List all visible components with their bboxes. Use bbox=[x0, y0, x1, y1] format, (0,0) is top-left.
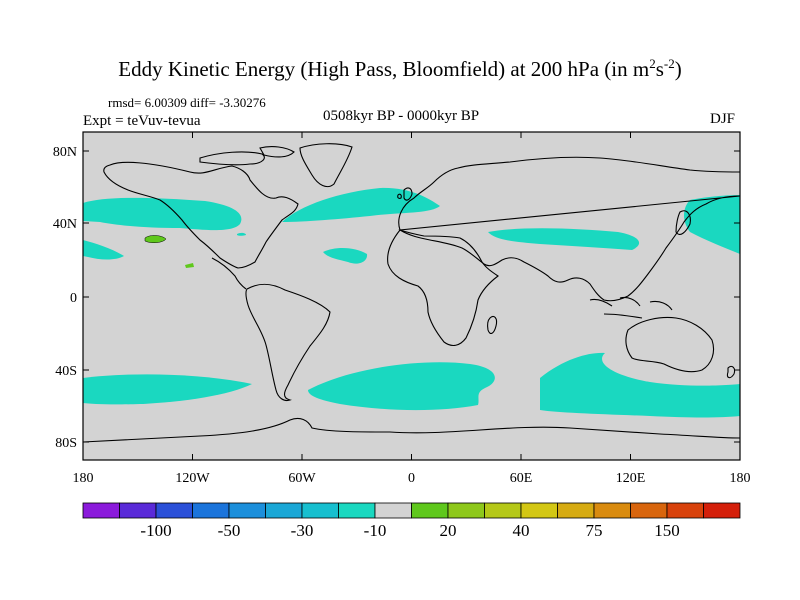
coastline-north-america bbox=[103, 161, 299, 269]
colorbar-swatch bbox=[666, 502, 704, 519]
colorbar-swatch bbox=[338, 502, 376, 519]
positive-anomaly-patch bbox=[144, 235, 167, 243]
coastline-new-zealand bbox=[726, 365, 736, 379]
anomaly-patch-asian-jet bbox=[488, 228, 640, 250]
coastline-madagascar bbox=[487, 315, 498, 335]
coastline-antarctica bbox=[83, 417, 740, 443]
anomaly-patch-south-pacific bbox=[83, 374, 252, 405]
lat-tick-label: 80N bbox=[53, 145, 77, 160]
coastline-africa bbox=[387, 229, 499, 347]
title-close: ) bbox=[674, 57, 682, 81]
colorbar-swatch bbox=[411, 502, 449, 519]
latitude-axis: 80N 40N 0 40S 80S bbox=[53, 145, 740, 451]
lon-tick-label: 0 bbox=[408, 471, 415, 486]
coastline-british-isles bbox=[397, 187, 413, 201]
colorbar-label: 20 bbox=[440, 521, 457, 540]
colorbar-label: -10 bbox=[364, 521, 387, 540]
positive-anomaly-patch bbox=[185, 263, 194, 268]
lat-tick-label: 40N bbox=[53, 217, 77, 232]
colorbar-swatch bbox=[557, 502, 595, 519]
title-unit: s bbox=[655, 57, 664, 81]
coastline-japan bbox=[675, 210, 691, 235]
title-exponent-1: 2 bbox=[649, 56, 656, 71]
coastline-australia bbox=[625, 316, 715, 373]
colorbar-swatch bbox=[301, 502, 339, 519]
season-label: DJF bbox=[710, 111, 736, 127]
colorbar-swatch bbox=[192, 502, 230, 519]
colorbar-swatch bbox=[265, 502, 303, 519]
stats-line: rmsd= 6.00309 diff= -3.30276 bbox=[108, 95, 266, 110]
coastline-central-america bbox=[211, 257, 247, 290]
lon-tick-label: 60W bbox=[288, 471, 316, 486]
negative-anomaly-patches bbox=[83, 187, 740, 418]
colorbar-swatch bbox=[82, 502, 120, 519]
title-exponent-2: -2 bbox=[663, 56, 675, 71]
experiment-label: Expt = teVuv-tevua bbox=[83, 113, 201, 129]
colorbar-swatch bbox=[703, 502, 741, 519]
lon-tick-label: 120E bbox=[616, 471, 646, 486]
colorbar-label: -30 bbox=[291, 521, 314, 540]
anomaly-patch-northwest-pacific bbox=[684, 195, 740, 254]
title-text: Eddy Kinetic Energy (High Pass, Bloomfie… bbox=[118, 57, 650, 81]
colorbar: -100 -50 -30 -10 20 40 75 150 bbox=[82, 502, 741, 540]
lon-tick-label: 120W bbox=[175, 471, 210, 486]
anomaly-patch-south-indian bbox=[540, 352, 740, 418]
colorbar-swatch bbox=[374, 502, 412, 519]
colorbar-label: -100 bbox=[140, 521, 171, 540]
coastlines bbox=[83, 143, 740, 443]
coastline-indonesia bbox=[589, 296, 673, 319]
colorbar-label: 150 bbox=[654, 521, 680, 540]
longitude-axis: 180 120W 60W 0 60E 120E 180 bbox=[73, 132, 751, 486]
coastline-canadian-islands bbox=[199, 146, 295, 166]
colorbar-label: 40 bbox=[513, 521, 530, 540]
anomaly-patch-west-pacific-edge bbox=[83, 240, 124, 260]
lon-tick-label: 180 bbox=[730, 471, 751, 486]
colorbar-swatch bbox=[520, 502, 558, 519]
colorbar-swatch bbox=[593, 502, 631, 519]
lat-tick-label: 40S bbox=[55, 364, 77, 379]
colorbar-swatch bbox=[484, 502, 522, 519]
colorbar-swatch bbox=[155, 502, 193, 519]
colorbar-swatch bbox=[119, 502, 157, 519]
lat-tick-label: 0 bbox=[70, 291, 77, 306]
coastline-south-america bbox=[245, 283, 331, 402]
colorbar-swatch bbox=[630, 502, 668, 519]
figure-title: Eddy Kinetic Energy (High Pass, Bloomfie… bbox=[0, 56, 800, 82]
anomaly-patch-north-pacific bbox=[83, 197, 242, 231]
coastline-greenland bbox=[299, 143, 353, 188]
anomaly-patch-central-pacific-arc bbox=[237, 232, 246, 236]
lon-tick-label: 180 bbox=[73, 471, 94, 486]
anomaly-patch-subtropical-atlantic bbox=[323, 248, 368, 264]
colorbar-swatch bbox=[228, 502, 266, 519]
colorbar-label: 75 bbox=[586, 521, 603, 540]
coastline-europe-asia bbox=[398, 156, 740, 302]
period-label: 0508kyr BP - 0000kyr BP bbox=[323, 108, 480, 124]
anomaly-patch-north-atlantic bbox=[282, 187, 440, 222]
anomaly-patch-south-atlantic bbox=[308, 362, 495, 411]
lon-tick-label: 60E bbox=[510, 471, 533, 486]
colorbar-label: -50 bbox=[218, 521, 241, 540]
colorbar-swatch bbox=[447, 502, 485, 519]
lat-tick-label: 80S bbox=[55, 436, 77, 451]
